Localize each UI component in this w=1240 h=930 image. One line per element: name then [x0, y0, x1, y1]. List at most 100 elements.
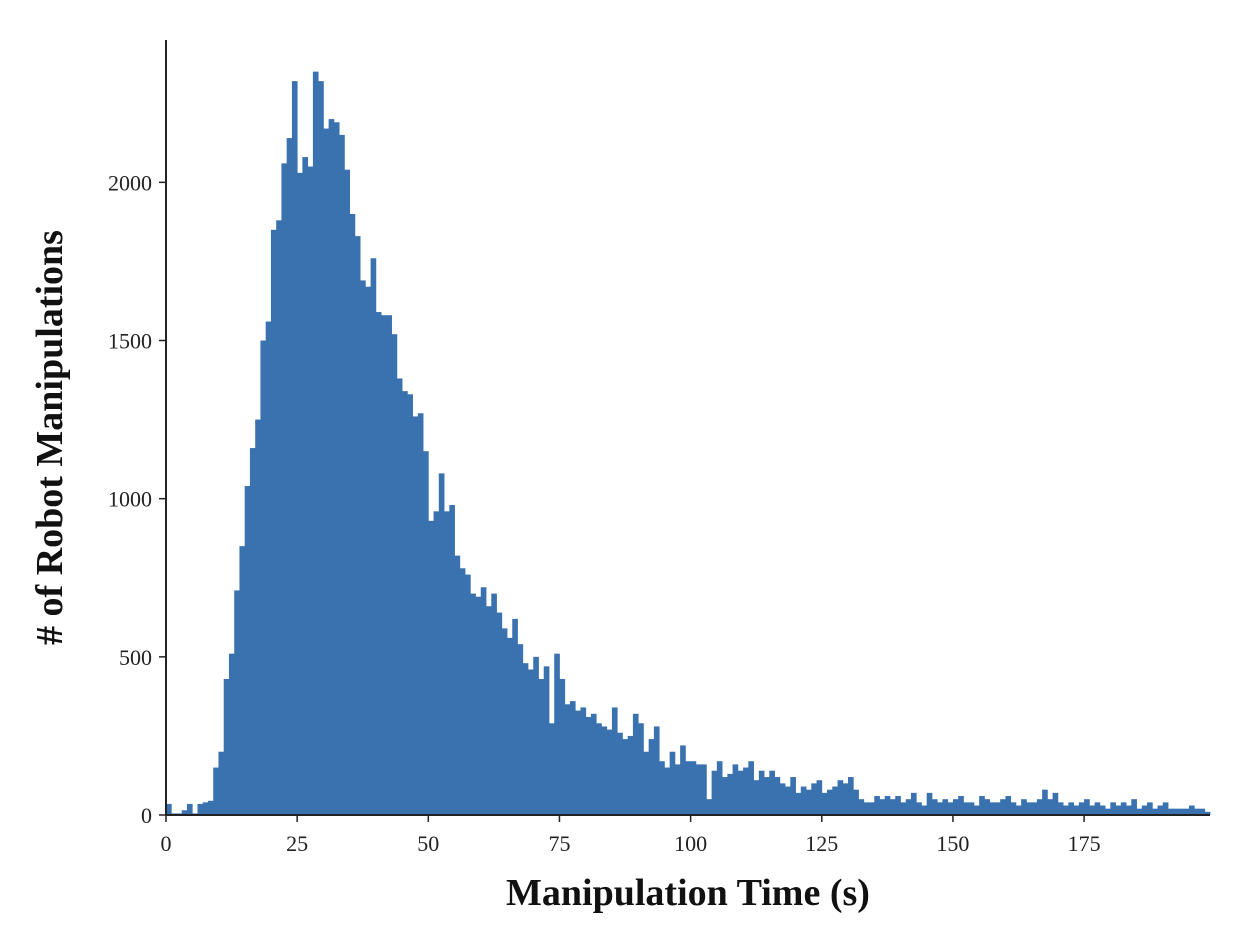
x-axis-ticks: 0 25 50 75 100 125 150 175: [161, 815, 1101, 856]
histogram-bar: [1162, 802, 1169, 815]
histogram-bar: [984, 799, 991, 815]
histogram-bar: [921, 805, 928, 815]
histogram-bar: [286, 138, 293, 815]
histogram-bar: [827, 789, 833, 815]
histogram-bar: [758, 770, 765, 815]
histogram-bar: [564, 704, 571, 815]
histogram-bar: [627, 735, 634, 815]
histogram-bar: [837, 780, 844, 815]
histogram-bar: [386, 315, 392, 815]
histogram-bar: [868, 802, 875, 815]
histogram-bar: [795, 792, 802, 815]
histogram-bar: [548, 723, 555, 815]
histogram-bar: [774, 777, 781, 815]
histogram-bar: [727, 773, 733, 815]
histogram-bar: [1063, 805, 1069, 815]
histogram-bar: [249, 448, 256, 815]
histogram-bar: [412, 416, 419, 815]
histogram-bar: [648, 739, 655, 815]
histogram-bar: [580, 707, 587, 815]
histogram-bar: [879, 799, 886, 815]
histogram-bar: [811, 783, 817, 815]
histogram-bar: [517, 644, 524, 815]
histogram-bar: [1152, 808, 1158, 815]
histogram-bar: [344, 169, 351, 815]
histogram-bar: [302, 157, 309, 816]
histogram-bar: [218, 751, 225, 815]
histogram-bar: [611, 707, 618, 815]
histogram-bar: [297, 172, 303, 816]
x-tick-label: 100: [674, 831, 707, 856]
histogram-bar: [370, 258, 377, 815]
histogram-bar: [1131, 799, 1137, 815]
y-axis-title: # of Robot Manipulations: [29, 230, 71, 645]
histogram-bar: [186, 803, 193, 815]
histogram-bar: [507, 637, 513, 815]
histogram-bar: [1141, 805, 1148, 815]
histogram-bar: [559, 678, 566, 815]
histogram-bar: [197, 803, 204, 815]
y-tick-label: 1000: [108, 487, 152, 512]
histogram-bar: [1073, 805, 1080, 815]
histogram-bar: [785, 786, 791, 815]
histogram-bar: [832, 786, 838, 815]
histogram-bar: [779, 783, 786, 815]
histogram-bar: [1010, 802, 1017, 815]
histogram-bar: [181, 810, 188, 815]
histogram-bar: [444, 511, 450, 815]
x-axis-title: Manipulation Time (s): [506, 872, 870, 914]
histogram-bar: [1147, 802, 1153, 815]
histogram-bar: [1084, 799, 1090, 815]
histogram-bar: [853, 789, 859, 815]
histogram-bar: [1021, 799, 1027, 815]
histogram-bar: [1099, 805, 1106, 815]
histogram-bar: [1157, 805, 1164, 815]
y-tick-label: 2000: [108, 170, 152, 195]
histogram-bar: [475, 596, 482, 815]
histogram-bar: [848, 777, 854, 815]
histogram-bar: [1057, 802, 1064, 815]
histogram-bar: [874, 796, 880, 815]
histogram-bar: [381, 315, 387, 815]
y-tick-label: 1500: [108, 329, 152, 354]
histogram-bar: [1110, 802, 1116, 815]
histogram-bar: [501, 628, 508, 815]
histogram-bar: [900, 802, 907, 815]
histogram-bar: [806, 789, 812, 815]
x-tick-label: 25: [286, 831, 308, 856]
histogram-bar: [554, 653, 560, 815]
histogram-bar: [1042, 789, 1048, 815]
histogram-bar: [213, 767, 219, 815]
histogram-bar: [942, 799, 949, 815]
histogram-bar: [1094, 802, 1101, 815]
histogram-bar: [895, 796, 901, 815]
histogram-bar: [606, 729, 613, 815]
histogram-bar: [1204, 811, 1211, 815]
histogram-bar: [1173, 808, 1179, 815]
histogram-bar: [958, 796, 964, 815]
x-tick-label: 75: [548, 831, 570, 856]
histogram-bar: [764, 777, 770, 815]
histogram-bar: [480, 587, 487, 815]
histogram-bar: [989, 802, 996, 815]
histogram-bar: [527, 669, 534, 815]
histogram-bar: [643, 751, 650, 815]
histogram-bar: [1168, 808, 1174, 815]
histogram-bar: [968, 802, 975, 815]
histogram-bar: [543, 666, 550, 815]
histogram-bar: [816, 780, 823, 815]
histogram-bar: [659, 761, 665, 815]
histogram-bar: [821, 792, 828, 815]
histogram-bar: [622, 739, 629, 815]
histogram-bar: [491, 593, 497, 815]
histogram-bar: [449, 505, 455, 815]
histogram-bar: [459, 568, 466, 815]
histogram-bar: [239, 546, 246, 815]
histogram-bar: [1194, 808, 1200, 815]
histogram-bar: [669, 751, 676, 815]
histogram-bar: [685, 761, 692, 815]
histogram-bar: [601, 726, 608, 815]
histogram-bar: [1052, 792, 1059, 815]
histogram-bar: [354, 236, 361, 815]
histogram-bar: [858, 799, 865, 815]
